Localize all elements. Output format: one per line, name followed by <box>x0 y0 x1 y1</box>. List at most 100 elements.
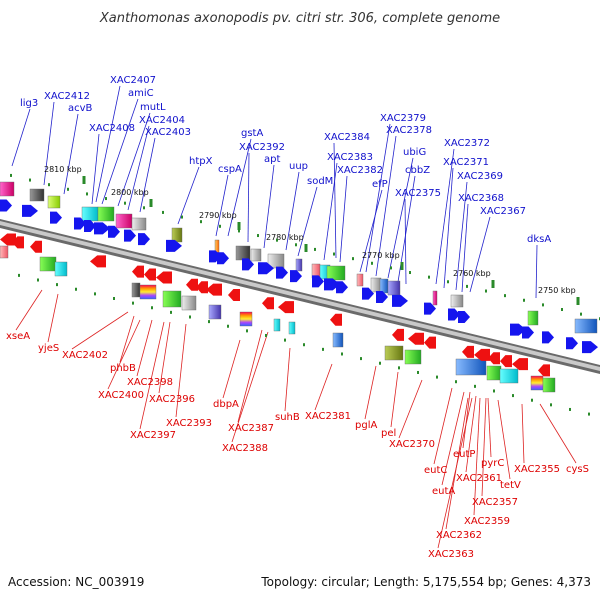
minor-dot <box>504 294 506 298</box>
reverse-gene-label: phbB <box>110 363 136 374</box>
reverse-gene-arrow <box>186 278 198 291</box>
gene-box <box>131 217 147 231</box>
minor-dot <box>417 370 419 374</box>
reverse-gene-label: XAC2388 <box>222 443 268 454</box>
minor-dot <box>409 271 411 275</box>
reverse-gene-label: eutP <box>453 449 475 460</box>
reverse-gene-label: XAC2359 <box>464 516 510 527</box>
minor-dot <box>341 352 343 356</box>
reverse-gene-label: tetV <box>500 480 521 491</box>
tick-label: 2790 kbp <box>199 211 237 220</box>
reverse-gene-label: XAC2363 <box>428 549 474 560</box>
reverse-gene-arrow <box>262 297 274 310</box>
topology-summary: Topology: circular; Length: 5,175,554 bp… <box>260 575 591 589</box>
forward-gene-arrow <box>258 262 274 275</box>
forward-gene-label: XAC2404 <box>139 115 185 126</box>
forward-gene-label: uup <box>289 161 308 172</box>
gene-box <box>139 284 157 300</box>
forward-gene-label: dksA <box>527 234 551 245</box>
tick-label: 2780 kbp <box>266 233 304 242</box>
gene-box <box>326 265 346 281</box>
forward-gene-label: XAC2372 <box>444 138 490 149</box>
minor-dot <box>75 287 77 291</box>
gene-box <box>81 206 99 222</box>
forward-gene-label: ubiG <box>403 147 426 158</box>
accession-text: Accession: NC_003919 <box>8 575 144 589</box>
gene-box <box>250 248 262 262</box>
reverse-gene-arrow <box>196 281 208 294</box>
minor-dot <box>132 301 134 305</box>
forward-gene-arrow <box>217 252 229 265</box>
forward-gene-arrow <box>392 294 408 307</box>
forward-gene-arrow <box>74 217 86 230</box>
reverse-gene-label: XAC2397 <box>130 430 176 441</box>
forward-gene-label: XAC2367 <box>480 206 526 217</box>
reverse-gene-arrow <box>488 352 500 365</box>
gene-box <box>181 295 197 311</box>
gene-box <box>384 345 404 361</box>
reverse-gene-arrow <box>408 332 424 345</box>
forward-gene-label: XAC2407 <box>110 75 156 86</box>
minor-dot <box>561 308 563 312</box>
forward-gene-arrow <box>542 331 554 344</box>
label-leader-lines <box>11 85 577 549</box>
minor-dot <box>56 283 58 287</box>
forward-gene-arrow <box>94 222 110 235</box>
minor-dot <box>276 238 278 242</box>
minor-dot <box>485 289 487 293</box>
minor-dot <box>246 329 248 333</box>
reverse-gene-label: XAC2355 <box>514 464 560 475</box>
minor-dot <box>48 183 50 187</box>
minor-dot <box>512 394 514 398</box>
gene-box <box>404 349 422 365</box>
forward-gene-arrow <box>458 310 470 323</box>
reverse-gene-arrow <box>392 328 404 341</box>
reverse-gene-label: XAC2393 <box>166 418 212 429</box>
minor-dot <box>455 380 457 384</box>
minor-dot <box>67 187 69 191</box>
minor-dot <box>10 173 12 177</box>
forward-gene-label: XAC2371 <box>443 157 489 168</box>
minor-dot <box>390 266 392 270</box>
forward-gene-label: cbbZ <box>405 165 430 176</box>
forward-gene-label: XAC2369 <box>457 171 503 182</box>
gene-box <box>54 261 68 277</box>
tick-label: 2800 kbp <box>111 188 149 197</box>
minor-dot <box>580 312 582 316</box>
reverse-gene-arrow <box>424 336 436 349</box>
minor-dot <box>542 303 544 307</box>
reverse-gene-label: XAC2396 <box>149 394 195 405</box>
forward-gene-arrow <box>336 281 348 294</box>
minor-dot <box>303 343 305 347</box>
reverse-gene-label: cysS <box>566 464 589 475</box>
minor-dot <box>170 310 172 314</box>
minor-dot <box>162 210 164 214</box>
forward-gene-arrow <box>448 308 460 321</box>
forward-gene-label: cspA <box>218 164 242 175</box>
gene-box <box>162 290 182 308</box>
reverse-gene-arrow <box>90 255 106 268</box>
tick-marks: 2810 kbp 2800 kbp 2790 kbp 2780 kbp 2770 kbp… <box>44 165 580 305</box>
forward-gene-label: sodM <box>307 176 333 187</box>
gene-box <box>288 321 296 335</box>
reverse-genes <box>0 233 550 377</box>
forward-gene-arrow <box>312 275 324 288</box>
reverse-gene-arrow <box>538 364 550 377</box>
gene-box <box>542 377 556 393</box>
forward-gene-arrow <box>108 225 120 238</box>
minor-dot <box>219 224 221 228</box>
reverse-gene-label: XAC2400 <box>98 390 144 401</box>
reverse-gene-label: pel <box>381 428 396 439</box>
reverse-gene-label: eutA <box>432 486 455 497</box>
gene-box <box>235 245 251 261</box>
minor-dot <box>588 412 590 416</box>
forward-gene-arrow <box>376 290 388 303</box>
forward-gene-arrow <box>522 326 534 339</box>
forward-gene-arrow <box>50 211 62 224</box>
minor-dot <box>447 280 449 284</box>
minor-dot <box>18 273 20 277</box>
minor-dot <box>227 324 229 328</box>
